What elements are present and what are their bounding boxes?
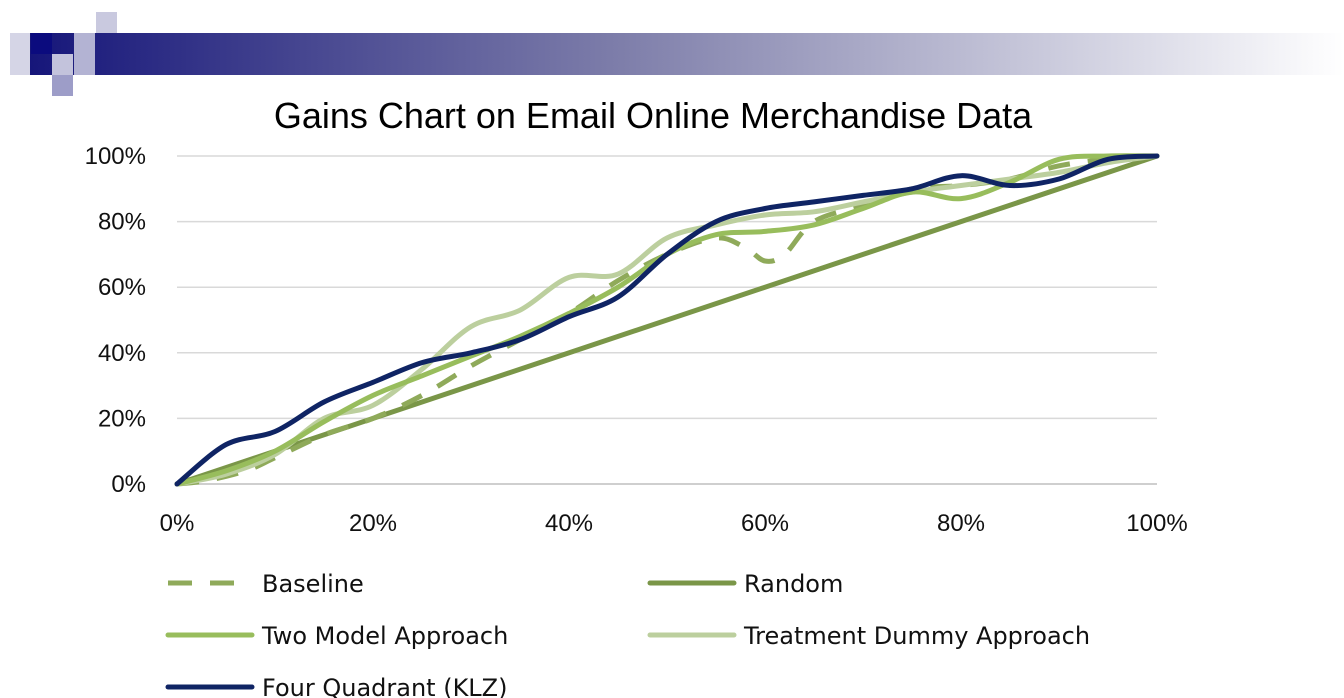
slide-header-decoration xyxy=(10,12,1344,96)
legend-item: Random xyxy=(647,570,843,598)
legend-label: Treatment Dummy Approach xyxy=(743,622,1090,650)
decor-square-top xyxy=(96,12,117,33)
legend-label: Four Quadrant (KLZ) xyxy=(262,674,507,698)
x-tick-label: 0% xyxy=(160,510,195,537)
chart-series xyxy=(174,153,1160,487)
chart-legend: Baseline Random Two Model Approach Treatmen… xyxy=(165,570,1090,698)
series-line-four-quadrant-klz xyxy=(174,153,1160,487)
y-tick-label: 40% xyxy=(98,340,146,367)
x-tick-label: 40% xyxy=(545,510,593,537)
x-axis-ticks: 0% 20% 40% 60% 80% 100% xyxy=(160,510,1188,537)
legend-item: Baseline xyxy=(168,570,364,598)
y-tick-label: 100% xyxy=(85,143,146,170)
x-tick-label: 80% xyxy=(937,510,985,537)
y-axis-ticks: 0% 20% 40% 60% 80% 100% xyxy=(85,143,146,498)
x-tick-label: 60% xyxy=(741,510,789,537)
x-tick-label: 100% xyxy=(1126,510,1187,537)
legend-item: Four Quadrant (KLZ) xyxy=(165,674,507,698)
decor-square-dark xyxy=(31,33,52,54)
decor-square-left xyxy=(10,33,30,75)
decor-square-bottom xyxy=(52,75,73,96)
gains-chart: Gains Chart on Email Online Merchandise … xyxy=(85,95,1188,698)
chart-gridlines xyxy=(177,155,1157,420)
chart-title: Gains Chart on Email Online Merchandise … xyxy=(274,95,1033,136)
legend-label: Two Model Approach xyxy=(261,622,508,650)
legend-item: Treatment Dummy Approach xyxy=(647,622,1090,650)
decor-square-mid xyxy=(52,54,73,75)
series-line-random xyxy=(174,153,1160,487)
decor-square-middle xyxy=(74,33,95,75)
y-tick-label: 60% xyxy=(98,274,146,301)
y-tick-label: 0% xyxy=(111,471,146,498)
legend-label: Random xyxy=(744,570,843,598)
y-tick-label: 20% xyxy=(98,405,146,432)
x-tick-label: 20% xyxy=(349,510,397,537)
header-banner xyxy=(30,33,1344,75)
legend-label: Baseline xyxy=(262,570,364,598)
legend-item: Two Model Approach xyxy=(165,622,508,650)
y-tick-label: 80% xyxy=(98,209,146,236)
